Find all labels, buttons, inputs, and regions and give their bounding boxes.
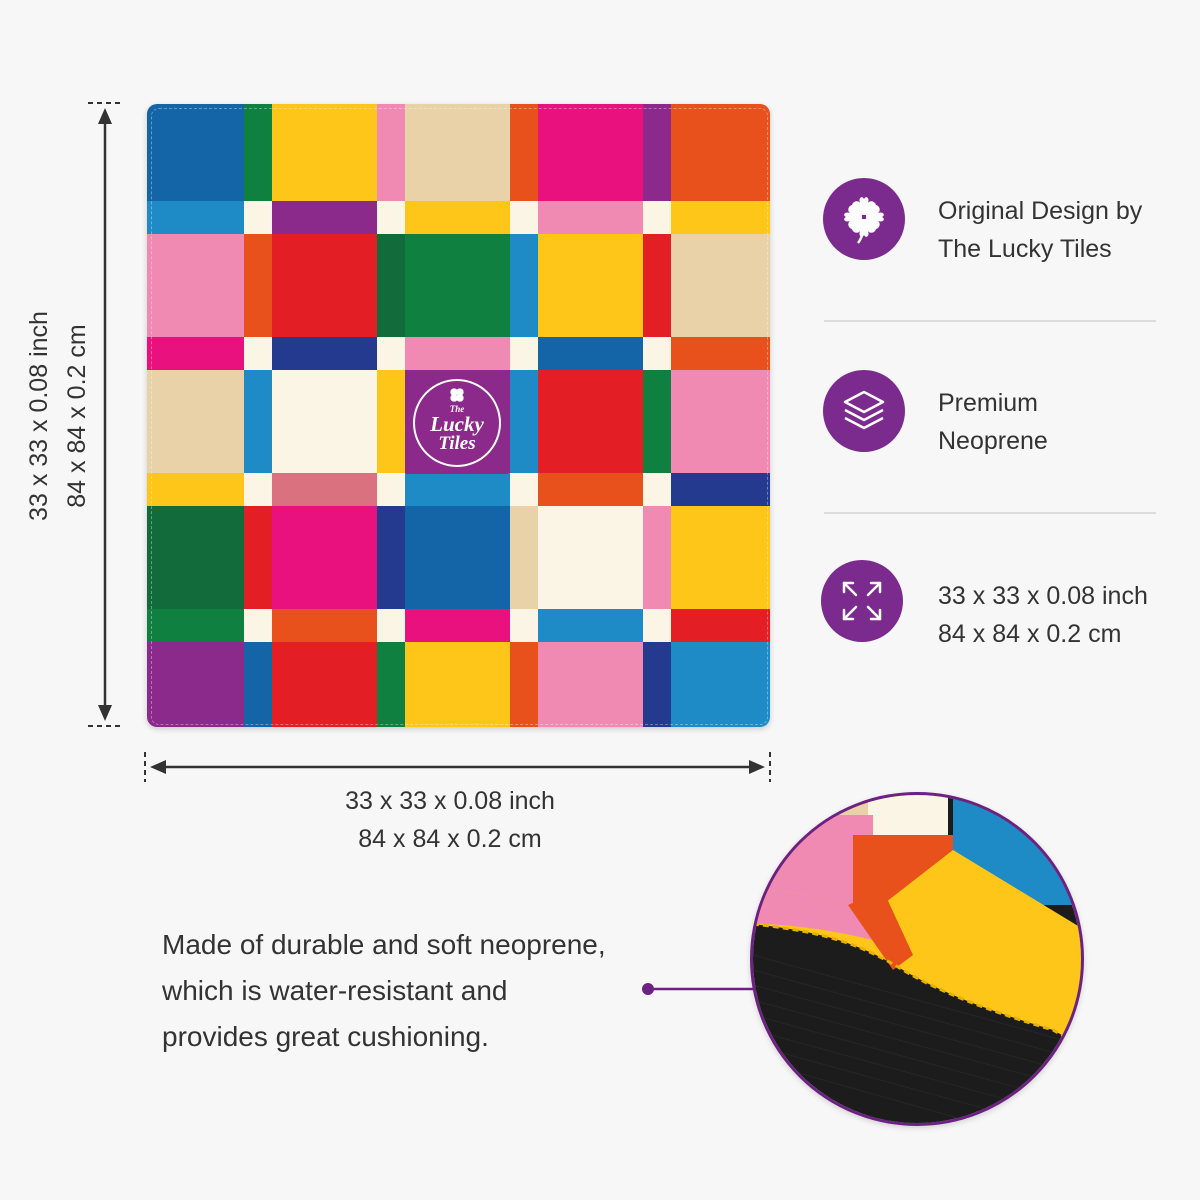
feature-1-line-1: Original Design by: [938, 197, 1143, 225]
height-cm: 84 x 84 x 0.2 cm: [63, 324, 91, 508]
material-closeup-image: [750, 792, 1084, 1126]
description-line-2: which is water-resistant and: [162, 975, 508, 1006]
product-mat-image: [147, 104, 770, 727]
logo-line-1: The: [449, 404, 465, 414]
width-inch: 33 x 33 x 0.08 inch: [345, 787, 555, 815]
feature-icon-3: [821, 560, 903, 642]
feature-3-line-2: 84 x 84 x 0.2 cm: [938, 620, 1122, 648]
logo-line-2: Lucky: [430, 412, 484, 436]
clover-icon: [844, 197, 884, 244]
feature-text-3: 33 x 33 x 0.08 inch 84 x 84 x 0.2 cm: [938, 577, 1193, 653]
feature-3-line-1: 33 x 33 x 0.08 inch: [938, 582, 1148, 610]
feature-text-1: Original Design by The Lucky Tiles: [938, 192, 1188, 268]
height-inch: 33 x 33 x 0.08 inch: [25, 311, 53, 521]
feature-1-line-2: The Lucky Tiles: [938, 235, 1112, 263]
feature-icon-1: [823, 178, 905, 260]
dimension-lines: [88, 102, 771, 782]
feature-divider-2: [824, 512, 1156, 514]
feature-divider-1: [824, 320, 1156, 322]
connector-line: [642, 983, 765, 995]
logo-line-3: Tiles: [438, 433, 476, 454]
brand-logo: The Lucky Tiles: [406, 372, 508, 474]
material-description: Made of durable and soft neoprene, which…: [162, 922, 662, 1060]
clover-icon: [450, 388, 464, 402]
expand-arrows-icon: [842, 581, 882, 621]
width-cm: 84 x 84 x 0.2 cm: [358, 825, 542, 853]
feature-2-line-1: Premium: [938, 389, 1039, 417]
description-line-1: Made of durable and soft neoprene,: [162, 929, 606, 960]
feature-icon-2: [823, 370, 905, 452]
feature-2-line-2: Neoprene: [938, 427, 1048, 455]
layers-icon: [843, 390, 885, 430]
height-dimension-label: 33 x 33 x 0.08 inch 84 x 84 x 0.2 cm: [20, 266, 100, 566]
width-dimension-label: 33 x 33 x 0.08 inch 84 x 84 x 0.2 cm: [250, 782, 650, 858]
description-line-3: provides great cushioning.: [162, 1021, 489, 1052]
feature-text-2: Premium Neoprene: [938, 384, 1188, 460]
